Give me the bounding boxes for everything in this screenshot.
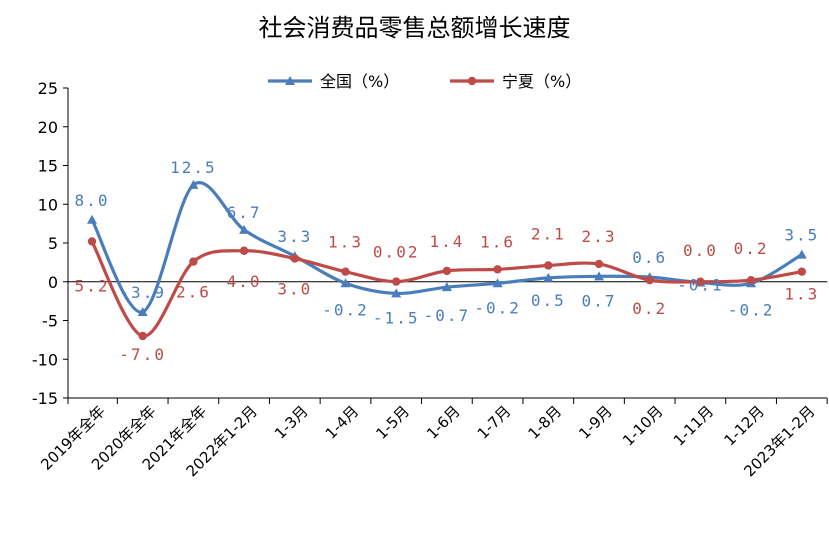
data-label: -3.9 <box>119 283 166 302</box>
data-label: 1.3 <box>328 233 363 252</box>
x-tick-label: 1-12月 <box>721 402 768 449</box>
data-label: 2.1 <box>531 224 566 243</box>
x-tick-label: 1-11月 <box>670 402 717 449</box>
data-label: 3.5 <box>784 226 819 245</box>
data-point-circle <box>594 259 604 269</box>
y-tick-label: 0 <box>48 273 58 292</box>
data-point-circle <box>645 276 654 285</box>
y-tick-label: -5 <box>42 312 58 331</box>
data-label: 0.7 <box>582 291 617 310</box>
x-tick-label: 1-9月 <box>575 402 616 443</box>
data-label: 0.2 <box>734 239 769 258</box>
data-point-circle <box>442 266 452 276</box>
data-point-triangle <box>137 306 148 316</box>
data-point-circle <box>239 246 249 255</box>
data-point-circle <box>392 277 401 286</box>
legend-label: 宁夏（%） <box>502 72 581 91</box>
x-tick-label: 1-7月 <box>474 402 515 443</box>
data-point-triangle <box>87 214 97 224</box>
data-point-triangle <box>239 224 250 234</box>
data-label: -0.2 <box>474 298 521 317</box>
data-label: -0.1 <box>677 276 724 295</box>
data-point-triangle <box>391 288 402 298</box>
y-tick-label: 25 <box>38 79 58 98</box>
data-label: 8.0 <box>75 191 110 210</box>
data-label: 12.5 <box>170 158 217 177</box>
data-label: -1.5 <box>373 308 420 327</box>
data-label: -0.7 <box>424 306 471 325</box>
legend-label: 全国（%） <box>320 72 399 91</box>
data-label: -0.2 <box>322 300 369 319</box>
legend-marker <box>467 76 477 86</box>
data-point-triangle <box>188 179 199 189</box>
data-label: 1.3 <box>784 285 819 304</box>
data-point-triangle <box>796 249 807 259</box>
data-point-circle <box>493 265 502 274</box>
data-point-circle <box>746 276 756 285</box>
data-point-triangle <box>492 278 503 288</box>
data-label: 0.02 <box>373 243 420 262</box>
data-labels: 8.0-3.912.56.73.3-0.2 -1.5 -0.7 -0.2 0.5 0.70… <box>75 158 819 364</box>
x-tick-label: 1-8月 <box>524 402 565 443</box>
data-label: 4.0 <box>227 272 262 291</box>
data-point-circle <box>290 254 299 263</box>
data-point-circle <box>189 257 198 266</box>
y-tick-label: -10 <box>32 350 58 369</box>
data-point-triangle <box>441 282 452 292</box>
data-point-circle <box>138 331 147 341</box>
data-label: 0.0 <box>683 241 718 260</box>
data-point-triangle <box>594 271 604 281</box>
data-label: 1.4 <box>429 232 464 251</box>
series-layer <box>87 179 807 341</box>
data-label: 3.0 <box>277 280 312 299</box>
y-tick-label: 10 <box>38 195 58 214</box>
series-line-quanguo <box>90 181 803 314</box>
data-label: 0.6 <box>632 248 667 267</box>
data-label: 5.2 <box>75 276 110 295</box>
y-tick-label: 15 <box>38 157 58 176</box>
x-tick-label: 1-4月 <box>322 402 363 443</box>
data-point-circle <box>544 261 553 270</box>
data-label: 2.6 <box>176 283 211 302</box>
data-point-triangle <box>340 278 351 288</box>
data-label: 0.2 <box>632 299 667 318</box>
legend: 全国（%） 宁夏（%） <box>268 72 581 91</box>
y-tick-label: -15 <box>32 389 58 408</box>
legend-marker <box>285 76 295 85</box>
y-tick-label: 5 <box>48 234 58 253</box>
data-label: 2.3 <box>582 227 617 246</box>
data-label: -0.2 <box>728 300 775 319</box>
data-point-triangle <box>543 272 554 282</box>
x-tick-label: 1-3月 <box>271 402 312 443</box>
data-label: 3.3 <box>277 227 312 246</box>
x-tick-label: 1-10月 <box>619 402 666 449</box>
data-label: 1.6 <box>480 232 515 251</box>
data-point-circle <box>87 237 97 246</box>
series-line-ningxia <box>90 240 803 338</box>
data-point-circle <box>341 267 350 276</box>
y-tick-label: 20 <box>38 118 58 137</box>
data-label: 6.7 <box>227 203 262 222</box>
data-point-circle <box>696 277 705 286</box>
data-label: 0.5 <box>531 291 566 310</box>
data-point-circle <box>797 267 806 276</box>
x-tick-label: 1-6月 <box>423 402 464 443</box>
x-tick-label: 1-5月 <box>372 402 413 443</box>
data-label: -7.0 <box>119 345 166 364</box>
chart-title: 社会消费品零售总额增长速度 <box>258 14 571 42</box>
